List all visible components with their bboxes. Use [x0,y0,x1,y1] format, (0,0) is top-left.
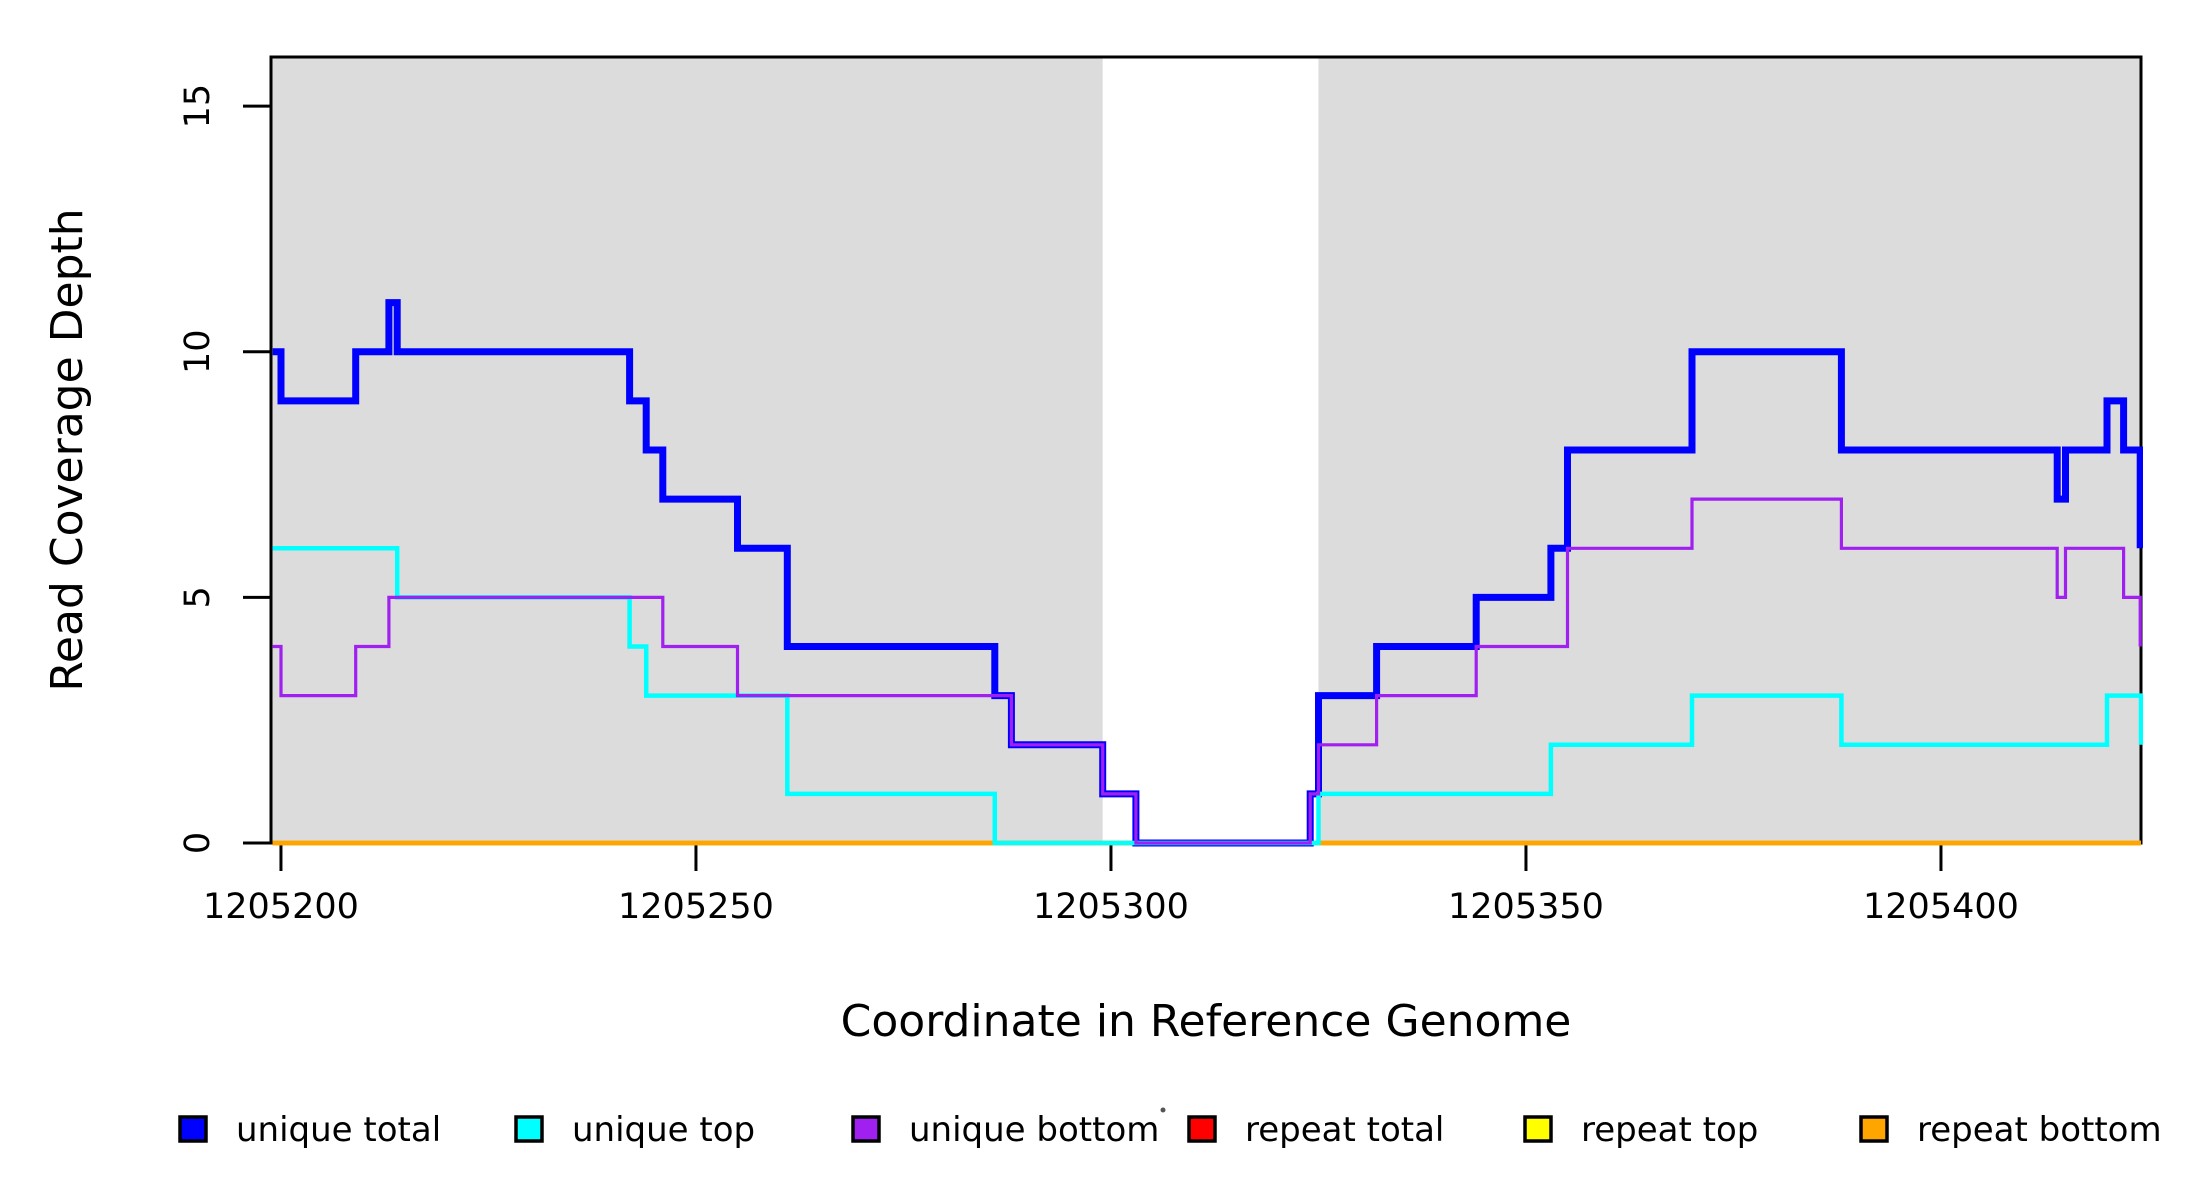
legend-swatch-repeat-total [1187,1115,1217,1143]
legend-label: repeat bottom [1917,1110,2162,1150]
y-tick-label: 0 [178,832,218,854]
x-tick-label: 1205400 [1863,887,2019,927]
legend-item-unique-top: unique top [514,1110,755,1150]
x-tick-label: 1205300 [1033,887,1189,927]
y-tick-label: 5 [178,586,218,608]
legend-item-repeat-top: repeat top [1523,1110,1758,1150]
legend-swatch-unique-total [178,1115,208,1143]
y-tick-label: 10 [178,329,218,374]
covered-segment-left [271,57,1103,843]
legend-item-repeat-total: repeat total [1187,1110,1444,1150]
legend-label: repeat top [1581,1110,1758,1150]
legend: unique total unique top unique bottom repea… [178,1110,2162,1150]
x-tick-label: 1205350 [1448,887,1604,927]
legend-label: unique total [236,1110,441,1150]
legend-swatch-unique-top [514,1115,544,1143]
legend-label: unique top [572,1110,755,1150]
stray-mark [1160,1107,1166,1113]
legend-item-unique-bottom: unique bottom [851,1110,1159,1150]
legend-swatch-repeat-top [1523,1115,1553,1143]
x-axis: 1205200 1205250 1205300 1205350 1205400 [203,843,2019,927]
legend-label: repeat total [1245,1110,1444,1150]
y-axis: 0 5 10 15 [178,84,271,854]
legend-item-unique-total: unique total [178,1110,441,1150]
legend-swatch-unique-bottom [851,1115,881,1143]
series-unique-top [272,546,2143,846]
legend-label: unique bottom [909,1110,1159,1150]
legend-swatch-repeat-bottom [1859,1115,1889,1143]
x-axis-title: Coordinate in Reference Genome [841,996,1572,1047]
series-unique-bottom [272,497,2142,845]
coverage-series [272,299,2143,847]
x-tick-label: 1205250 [618,887,774,927]
y-tick-label: 15 [178,84,218,129]
y-axis-title: Read Coverage Depth [42,208,93,691]
x-tick-label: 1205200 [203,887,359,927]
legend-item-repeat-bottom: repeat bottom [1859,1110,2162,1150]
